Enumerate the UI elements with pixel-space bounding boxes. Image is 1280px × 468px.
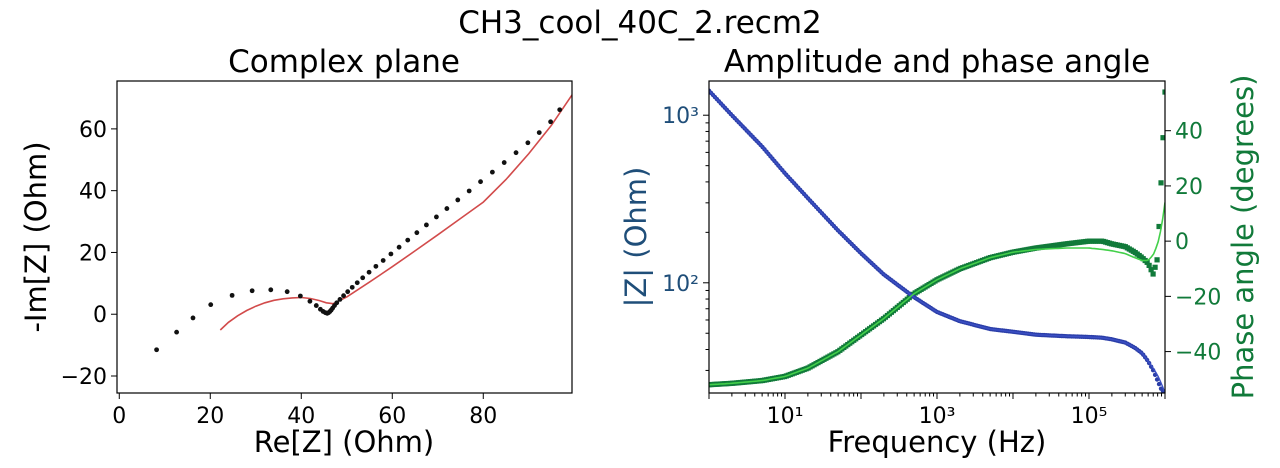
figure-suptitle: CH3_cool_40C_2.recm2 xyxy=(458,5,822,41)
amplitude-phase-xlabel: Frequency (Hz) xyxy=(828,425,1047,459)
complex-data-point xyxy=(513,150,519,156)
complex-data-point xyxy=(208,302,214,308)
complex-ytick-label: 20 xyxy=(79,241,107,266)
phase-y2label: Phase angle (degrees) xyxy=(1226,75,1260,400)
complex-data-point xyxy=(313,303,319,308)
complex-data-point xyxy=(229,292,235,298)
phase-data-point xyxy=(1154,257,1160,263)
phase-fit-line xyxy=(709,202,1165,386)
complex-data-point xyxy=(405,237,411,243)
complex-data-point xyxy=(434,214,439,220)
amplitude-phase-plot: 10¹ 10³ 10⁵ 10² 10³ −40 −20 0 20 40 xyxy=(662,88,1221,429)
complex-xtick-label: 60 xyxy=(378,404,406,429)
complex-data-point xyxy=(466,188,472,194)
complex-data-point xyxy=(414,230,420,236)
complex-data-point xyxy=(455,197,461,203)
complex-fit-line xyxy=(219,94,572,331)
complex-data-point xyxy=(525,140,531,146)
freq-tick-label: 10³ xyxy=(919,404,956,429)
phase-tick-label: 0 xyxy=(1175,230,1189,255)
complex-xtick-label: 0 xyxy=(112,404,126,429)
complex-data-point xyxy=(354,280,360,286)
amplitude-data-point xyxy=(1154,377,1160,382)
phase-data-point xyxy=(1148,267,1154,273)
complex-xtick-label: 20 xyxy=(196,404,224,429)
phase-data-point xyxy=(1146,262,1152,268)
phase-tick-label: −20 xyxy=(1175,285,1221,310)
complex-data-point xyxy=(349,284,355,290)
complex-data-point xyxy=(424,222,429,228)
complex-data-point xyxy=(307,298,313,304)
complex-data-point xyxy=(190,315,196,321)
complex-data-point xyxy=(396,244,402,250)
amplitude-data-point xyxy=(1156,381,1162,387)
phase-data-point xyxy=(1152,264,1158,270)
complex-data-point xyxy=(366,269,372,275)
amplitude-ylabel: |Z| (Ohm) xyxy=(619,167,653,308)
complex-data-point xyxy=(334,300,340,306)
complex-plane-xlabel: Re[Z] (Ohm) xyxy=(254,425,435,459)
complex-data-point xyxy=(249,288,255,294)
amplitude-phase-title: Amplitude and phase angle xyxy=(724,44,1150,80)
complex-data-point xyxy=(360,275,366,281)
complex-plane-title: Complex plane xyxy=(228,44,460,80)
complex-data-point xyxy=(341,293,346,299)
complex-data-layer xyxy=(154,94,572,353)
complex-data-point xyxy=(174,329,180,335)
complex-data-point xyxy=(154,347,159,353)
complex-data-point xyxy=(284,289,290,295)
phase-data-point xyxy=(1156,223,1162,230)
phase-tick-label: 20 xyxy=(1175,175,1203,200)
complex-data-point xyxy=(380,258,386,263)
complex-data-point xyxy=(478,179,483,185)
complex-data-point xyxy=(268,287,274,293)
complex-ytick-label: 0 xyxy=(93,303,107,328)
complex-xtick-label: 40 xyxy=(287,404,315,429)
amplitude-fit-line xyxy=(709,90,1165,393)
complex-plane-ylabel: -Im[Z] (Ohm) xyxy=(19,141,53,332)
complex-data-point xyxy=(345,289,351,295)
complex-data-point xyxy=(388,251,394,257)
complex-data-point xyxy=(444,206,450,211)
complex-data-point xyxy=(489,169,495,175)
amplitude-phase-frame xyxy=(708,80,1166,394)
complex-ytick-label: 60 xyxy=(79,118,107,143)
freq-tick-label: 10¹ xyxy=(767,404,804,429)
complex-data-point xyxy=(536,130,542,135)
phase-tick-label: −40 xyxy=(1175,341,1221,366)
phase-data-point xyxy=(1162,89,1165,95)
phase-data-point xyxy=(1160,135,1165,141)
complex-data-point xyxy=(297,293,303,299)
phase-data-point xyxy=(1144,259,1150,265)
amplitude-tick-label: 10² xyxy=(662,272,699,297)
complex-data-point xyxy=(501,160,507,165)
complex-xtick-label: 80 xyxy=(469,404,497,429)
phase-tick-label: 40 xyxy=(1175,120,1203,145)
complex-data-point xyxy=(337,297,343,302)
complex-data-point xyxy=(373,263,379,269)
freq-tick-label: 10⁵ xyxy=(1071,404,1108,429)
complex-ytick-label: −20 xyxy=(61,365,107,390)
complex-data-point xyxy=(557,107,563,113)
complex-ytick-label: 40 xyxy=(79,180,107,205)
phase-data-point xyxy=(1150,271,1156,277)
amplitude-phase-data-layer xyxy=(709,88,1165,393)
amplitude-tick-label: 10³ xyxy=(662,104,699,129)
complex-data-point xyxy=(548,119,554,125)
phase-data-point xyxy=(1158,180,1164,186)
complex-plane-frame xyxy=(116,80,573,394)
